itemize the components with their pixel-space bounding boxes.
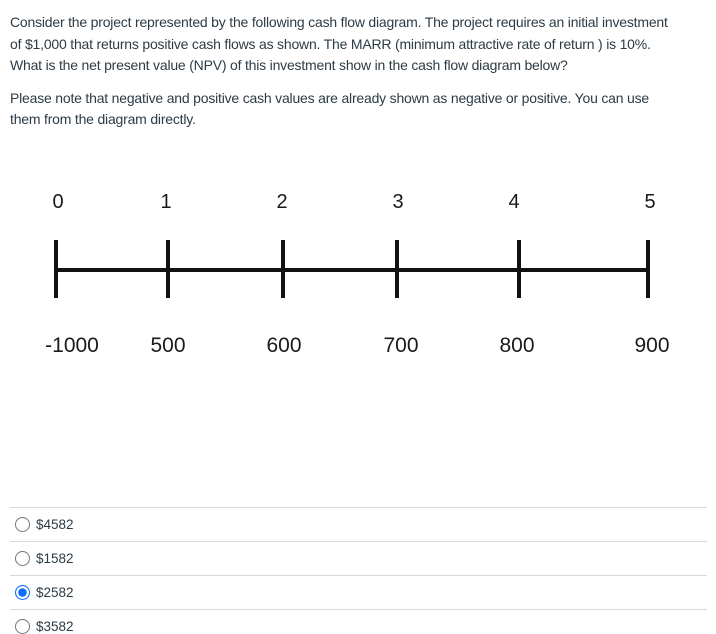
cash-flow-value: 500 [150,334,186,357]
radio-button-icon[interactable] [15,517,30,532]
period-label: 3 [392,191,404,213]
answer-option-row[interactable]: $2582 [10,575,707,609]
cash-flow-value: 800 [499,334,535,357]
timeline-tick [54,240,58,298]
timeline-tick [646,240,650,298]
radio-button-icon[interactable] [15,619,30,634]
timeline-tick [517,240,521,298]
period-label: 0 [52,191,64,213]
question-text-block: Consider the project represented by the … [10,12,710,131]
cash-flow-value: -1000 [45,334,99,357]
period-label: 5 [644,191,656,213]
timeline-tick [281,240,285,298]
cash-flow-value: 900 [634,334,670,357]
answer-option-row[interactable]: $3582 [10,609,707,634]
question-line: Please note that negative and positive c… [10,89,649,106]
period-label: 2 [276,191,288,213]
question-line: of $1,000 that returns positive cash flo… [10,35,651,52]
radio-button-icon[interactable] [15,551,30,566]
cash-flow-value: 700 [383,334,419,357]
answer-options-list: $4582 $1582 $2582 $3582 [10,507,707,634]
answer-option-row[interactable]: $1582 [10,541,707,575]
period-label: 4 [508,191,520,213]
question-paragraph-1: Consider the project represented by the … [10,12,710,77]
period-label: 1 [160,191,172,213]
answer-option-label: $3582 [36,619,74,634]
answer-option-label: $2582 [36,585,74,600]
radio-button-icon[interactable] [15,585,30,600]
question-paragraph-2: Please note that negative and positive c… [10,88,710,131]
cash-flow-diagram: 0 1 2 3 4 5 -1000 500 600 700 800 900 [45,191,670,357]
cash-flow-value: 600 [266,334,302,357]
answer-option-row[interactable]: $4582 [10,507,707,541]
question-line: What is the net present value (NPV) of t… [10,57,568,73]
question-line: Consider the project represented by the … [10,14,668,30]
timeline-tick [166,240,170,298]
answer-option-label: $1582 [36,551,74,566]
timeline-tick [395,240,399,298]
timeline-axis [54,268,650,272]
answer-option-label: $4582 [36,517,74,532]
question-line: them from the diagram directly. [10,111,196,127]
